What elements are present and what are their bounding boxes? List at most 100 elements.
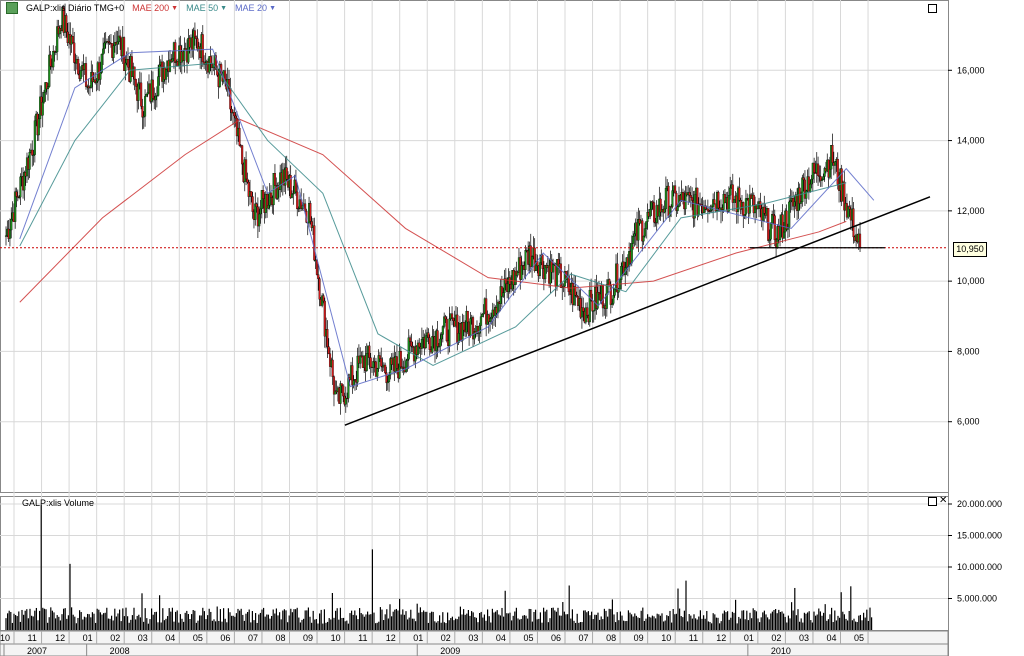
candle-body	[689, 195, 692, 198]
candle-body	[717, 192, 720, 209]
candle-body	[733, 199, 736, 203]
candle-body	[142, 116, 145, 118]
month-label: 03	[468, 633, 478, 643]
candle-body	[852, 208, 855, 238]
candle-body	[445, 318, 448, 342]
candle-body	[782, 231, 786, 239]
candle-body	[706, 208, 709, 212]
candle-body	[650, 201, 653, 210]
volume-panel	[5, 505, 873, 630]
month-label: 02	[771, 633, 781, 643]
candle-body	[473, 331, 476, 340]
maximize-volume-panel-button[interactable]	[928, 497, 937, 506]
candle-body	[117, 35, 120, 43]
candle-body	[691, 197, 694, 201]
candle-body	[123, 37, 126, 71]
candle-body	[416, 342, 419, 355]
year-label: 2008	[110, 646, 130, 656]
candle-body	[525, 250, 528, 252]
candle-body	[823, 168, 826, 177]
candle-body	[616, 263, 619, 293]
month-label: 03	[138, 633, 148, 643]
month-label: 05	[523, 633, 533, 643]
candle-body	[356, 355, 359, 383]
candle-body	[386, 381, 389, 384]
candle-body	[145, 94, 148, 97]
candle-body	[788, 201, 791, 228]
candle-body	[168, 59, 172, 72]
candle-body	[848, 206, 851, 210]
candle-body	[116, 41, 119, 45]
candle-body	[235, 117, 238, 137]
month-label: 08	[606, 633, 616, 643]
maximize-price-panel-button[interactable]	[928, 4, 937, 13]
candle-body	[340, 383, 343, 387]
candle-body	[763, 206, 766, 214]
legend-mae50[interactable]: MAE 50 ▼	[186, 3, 227, 13]
candle-body	[748, 194, 751, 214]
candle-body	[4, 235, 8, 237]
last-price-label: 10,950	[953, 242, 987, 257]
month-label: 09	[303, 633, 313, 643]
candle-body	[227, 79, 231, 89]
candle-body	[37, 118, 40, 136]
candle-body	[704, 205, 707, 210]
candle-body	[482, 312, 485, 315]
candle-body	[28, 152, 31, 170]
candle-body	[457, 333, 460, 344]
candle-body	[230, 108, 233, 113]
candle-body	[641, 220, 644, 242]
close-volume-panel-icon[interactable]: ✕	[939, 495, 948, 506]
candle-body	[313, 225, 316, 261]
month-label: 07	[248, 633, 258, 643]
legend-mae20[interactable]: MAE 20 ▼	[235, 3, 276, 13]
candle-body	[46, 86, 50, 90]
candle-body	[727, 195, 730, 212]
candle-body	[79, 70, 82, 79]
candle-body	[427, 332, 430, 338]
candle-body	[65, 15, 68, 33]
month-label: 06	[220, 633, 230, 643]
candle-body	[409, 337, 412, 342]
month-label: 11	[28, 633, 37, 643]
legend-mae200[interactable]: MAE 200 ▼	[132, 3, 178, 13]
candle-body	[49, 54, 52, 67]
candle-body	[670, 206, 673, 208]
candle-body	[441, 326, 444, 335]
candle-body	[195, 36, 198, 39]
candle-body	[489, 318, 492, 322]
candle-body	[822, 176, 825, 180]
candle-body	[573, 286, 576, 305]
candle-body	[146, 92, 149, 95]
candle-body	[817, 163, 820, 176]
candle-body	[310, 221, 313, 228]
price-tick-label: 8,000	[957, 346, 980, 356]
volume-panel-frame	[0, 496, 949, 631]
candle-body	[342, 385, 345, 397]
month-label: 01	[83, 633, 93, 643]
year-label: 2009	[440, 646, 460, 656]
candle-body	[119, 35, 122, 38]
candle-body	[533, 247, 536, 271]
candle-body	[818, 175, 821, 177]
month-label: 12	[716, 633, 726, 643]
candle-body	[326, 329, 329, 347]
legend-mae200-label: MAE 200	[132, 3, 170, 13]
candle-body	[71, 36, 74, 44]
dropdown-icon: ▼	[220, 4, 228, 12]
candle-body	[165, 69, 168, 80]
candle-body	[157, 76, 160, 96]
candle-body	[516, 272, 519, 276]
candle-body	[611, 303, 614, 305]
candle-body	[803, 179, 806, 199]
candle-body	[552, 264, 555, 273]
candle-body	[609, 285, 612, 305]
candle-body	[574, 286, 577, 296]
candle-body	[767, 208, 770, 241]
candle-body	[697, 203, 700, 216]
month-label: 05	[854, 633, 864, 643]
candle-body	[238, 127, 241, 146]
candle-body	[84, 63, 88, 87]
candle-body	[130, 56, 133, 77]
